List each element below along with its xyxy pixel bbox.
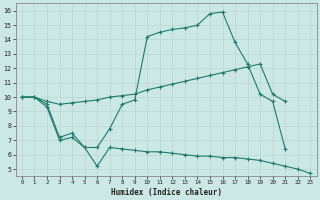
X-axis label: Humidex (Indice chaleur): Humidex (Indice chaleur) bbox=[111, 188, 221, 197]
